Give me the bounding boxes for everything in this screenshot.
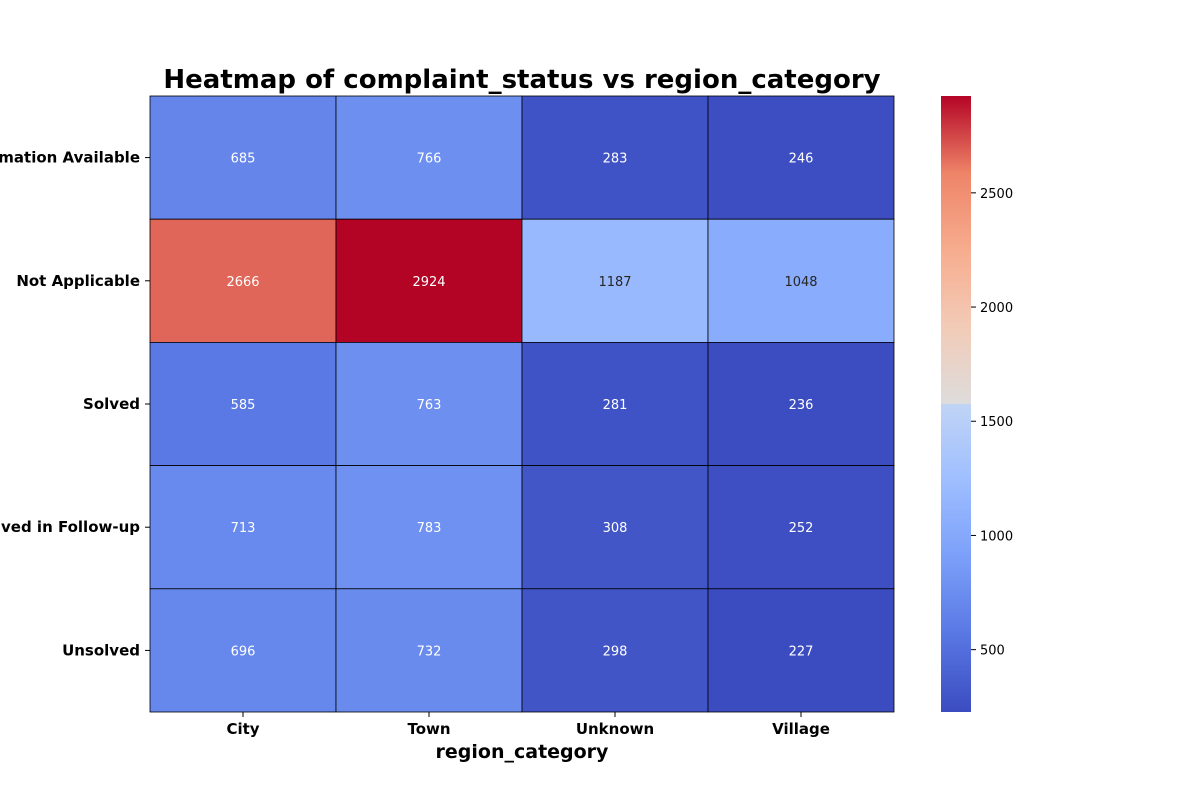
y-tick-label: Not Applicable [16,272,140,290]
heatmap-cell [707,218,895,343]
heatmap-cell [149,218,337,343]
y-axis-ticks: No Information Available Not Applicable So… [0,149,150,659]
heatmap-cell [707,95,895,220]
heatmap-cell [521,588,709,713]
cell-value-label: 685 [231,152,256,167]
y-tick-label: Solved [83,395,140,413]
cell-value-label: 1187 [598,275,631,290]
colorbar-tick-label: 2000 [980,301,1013,316]
colorbar-tick-label: 2500 [980,187,1013,202]
heatmap-cell [707,465,895,590]
x-axis-label: region_category [436,741,610,763]
cell-value-label: 2924 [412,275,445,290]
cell-value-label: 252 [789,521,814,536]
x-tick-label: Village [772,720,830,738]
heatmap-cell [335,588,523,713]
heatmap-cell [335,465,523,590]
heatmap-cell [149,465,337,590]
cell-value-label: 732 [417,644,442,659]
heatmap-cell-labels: 685 766 283 246 2666 2924 1187 1048 585 763 281 236… [226,152,817,660]
heatmap-cell [707,341,895,466]
cell-value-label: 298 [603,644,628,659]
cell-value-label: 308 [603,521,628,536]
cell-value-label: 1048 [784,275,817,290]
cell-value-label: 713 [231,521,256,536]
cell-value-label: 585 [231,398,256,413]
cell-value-label: 763 [417,398,442,413]
heatmap-cells [149,95,895,713]
cell-value-label: 246 [789,152,814,167]
cell-value-label: 227 [789,644,814,659]
x-tick-label: Unknown [576,720,654,738]
colorbar-tick-label: 1000 [980,529,1013,544]
y-tick-label: No Information Available [0,149,140,167]
heatmap-cell [149,588,337,713]
cell-value-label: 283 [603,152,628,167]
x-tick-label: Town [407,720,450,738]
chart-title: Heatmap of complaint_status vs region_ca… [163,65,880,95]
heatmap-cell [521,218,709,343]
heatmap-cell [521,465,709,590]
colorbar-tick-label: 1500 [980,415,1013,430]
cell-value-label: 281 [603,398,628,413]
cell-value-label: 2666 [226,275,259,290]
heatmap-cell [149,95,337,220]
heatmap-cell [707,588,895,713]
cell-value-label: 783 [417,521,442,536]
cell-value-label: 766 [417,152,442,167]
x-tick-label: City [226,720,259,738]
y-tick-label: Solved in Follow-up [0,518,140,536]
heatmap-cell [335,218,523,343]
cell-value-label: 696 [231,644,256,659]
heatmap-cell [521,95,709,220]
y-tick-label: Unsolved [62,641,140,659]
x-axis-ticks: City Town Unknown Village [226,712,830,738]
colorbar-tick-label: 500 [980,644,1005,659]
cell-value-label: 236 [789,398,814,413]
heatmap-cell [335,341,523,466]
colorbar-ticks: 500 1000 1500 2000 2500 [971,187,1013,659]
heatmap-cell [335,95,523,220]
colorbar [941,96,971,712]
